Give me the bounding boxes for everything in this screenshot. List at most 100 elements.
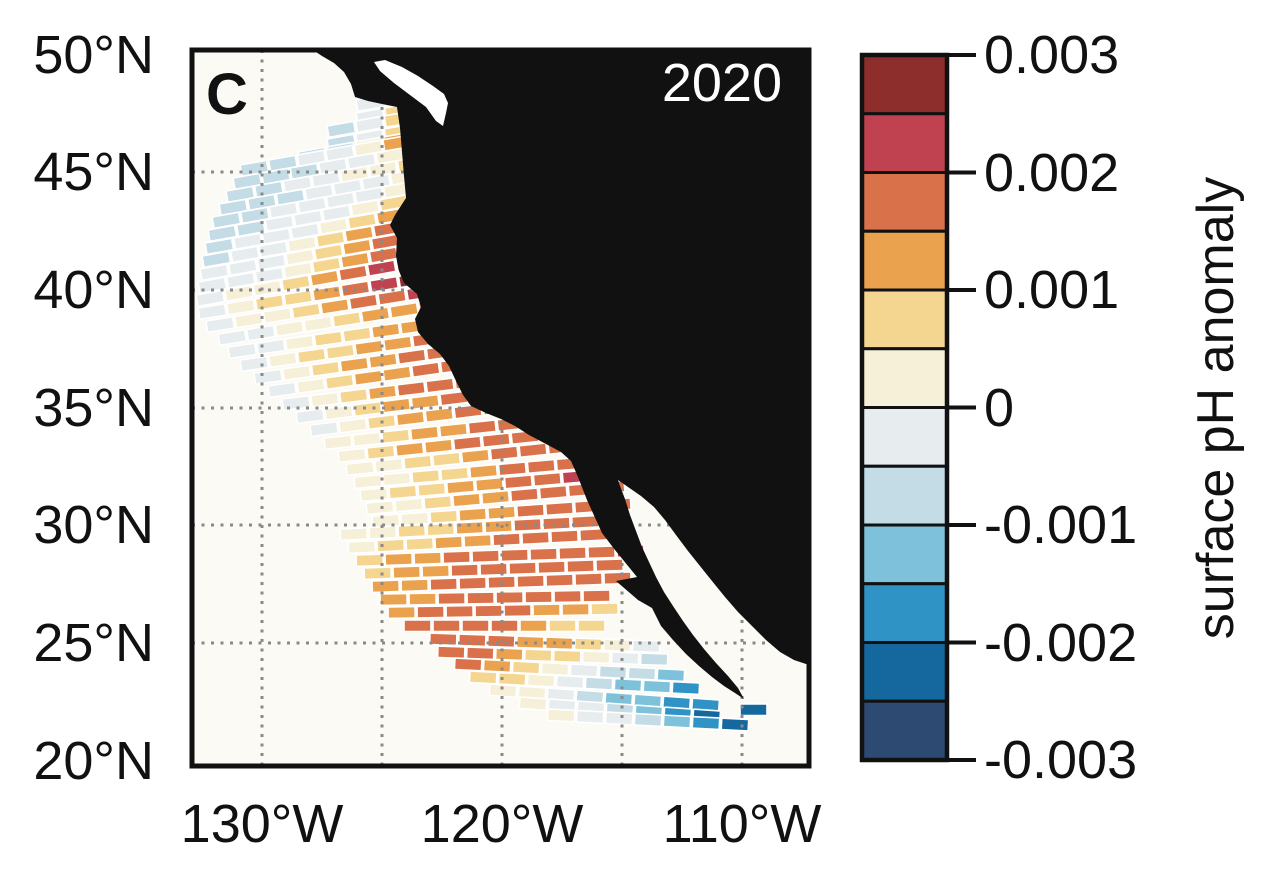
grid-cell — [503, 603, 532, 618]
grid-cell — [582, 589, 611, 603]
grid-cell — [581, 650, 611, 665]
grid-cell — [291, 302, 322, 320]
grid-cell — [347, 539, 377, 555]
grid-cell — [431, 451, 462, 468]
grid-cell — [437, 591, 466, 606]
colorbar-tick-label: 0.002 — [984, 142, 1120, 203]
grid-cell — [450, 563, 480, 578]
y-axis-label: 50°N — [33, 25, 154, 85]
grid-cell — [310, 360, 341, 377]
grid-cell — [467, 419, 497, 435]
grid-cell — [396, 348, 427, 365]
grid-cell — [481, 432, 511, 448]
colorbar-segment — [860, 582, 949, 644]
grid-cell — [324, 404, 354, 421]
grid-cell — [720, 717, 750, 732]
grid-cell — [377, 288, 407, 306]
grid-cell — [337, 447, 367, 464]
colorbar-tick-label: -0.001 — [984, 495, 1138, 555]
x-axis-label: 130°W — [180, 794, 344, 854]
grid-cell — [400, 511, 430, 527]
grid-cell — [340, 251, 371, 269]
grid-cell — [309, 421, 339, 438]
grid-cell — [387, 605, 416, 620]
y-axis-label: 25°N — [33, 613, 154, 673]
grid-cell — [382, 335, 413, 352]
grid-cell — [319, 297, 350, 315]
grid-cell — [495, 590, 524, 605]
grid-cell — [262, 307, 293, 324]
grid-cell — [366, 444, 396, 461]
grid-cell — [587, 545, 617, 560]
colorbar-tick-label: -0.002 — [984, 612, 1138, 673]
grid-cell — [463, 533, 493, 549]
colorbar-segment — [860, 464, 949, 527]
y-axis-label: 40°N — [33, 260, 154, 320]
grid-cell — [549, 529, 580, 544]
grid-cell — [374, 457, 404, 474]
grid-cell — [408, 592, 437, 606]
grid-cell — [245, 324, 276, 342]
grid-cell — [691, 715, 721, 731]
y-axis-label: 45°N — [33, 142, 154, 202]
grid-cell — [382, 365, 412, 382]
grid-cell — [239, 355, 270, 373]
colorbar-tick-label: -0.003 — [984, 730, 1138, 790]
grid-cell — [421, 564, 451, 579]
grid-cell — [460, 448, 491, 465]
grid-cell — [445, 604, 474, 619]
grid-cell — [584, 676, 614, 691]
grid-cell — [671, 680, 701, 696]
grid-cell — [642, 679, 672, 694]
grid-cell — [363, 566, 393, 581]
grid-cell — [268, 351, 298, 369]
grid-cell — [225, 271, 256, 289]
grid-cell — [553, 589, 582, 604]
grid-cell — [552, 649, 582, 664]
grid-cell — [338, 387, 369, 405]
colorbar-segment — [860, 112, 949, 174]
grid-cell — [497, 671, 527, 687]
grid-cell — [274, 320, 305, 337]
grid-cell — [438, 422, 469, 439]
grid-cell — [516, 574, 546, 589]
grid-cell — [532, 603, 561, 617]
grid-cell — [395, 410, 426, 427]
grid-cell — [331, 310, 362, 328]
grid-cell — [537, 560, 567, 575]
grid-cell — [381, 397, 412, 414]
grid-cell — [466, 591, 495, 605]
grid-cell — [413, 551, 443, 566]
grid-cell — [442, 550, 472, 565]
grid-cell — [432, 619, 461, 633]
grid-cell — [631, 639, 661, 654]
grid-cell — [339, 526, 369, 542]
grid-cell — [411, 468, 441, 485]
colorbar-segment — [860, 53, 949, 116]
grid-cell — [396, 380, 427, 397]
grid-cell — [352, 431, 382, 448]
grid-cell — [352, 400, 383, 418]
grid-cell — [488, 683, 518, 699]
grid-cell — [452, 435, 483, 452]
grid-cell — [598, 664, 628, 680]
x-axis-label: 120°W — [420, 794, 584, 854]
grid-cell — [558, 546, 588, 561]
grid-cell — [339, 356, 370, 373]
grid-cell — [281, 395, 311, 412]
grid-cell — [604, 711, 634, 726]
grid-cell — [379, 592, 408, 607]
colorbar-segment — [860, 288, 949, 351]
grid-cell — [548, 619, 577, 633]
grid-cell — [227, 342, 258, 360]
y-axis-label: 35°N — [33, 378, 154, 438]
grid-cell — [225, 298, 256, 316]
grid-cell — [518, 442, 548, 458]
grid-cell — [376, 538, 406, 553]
grid-cell — [429, 509, 459, 525]
grid-cell — [503, 474, 534, 490]
grid-cell — [382, 471, 412, 487]
grid-cell — [402, 454, 433, 471]
